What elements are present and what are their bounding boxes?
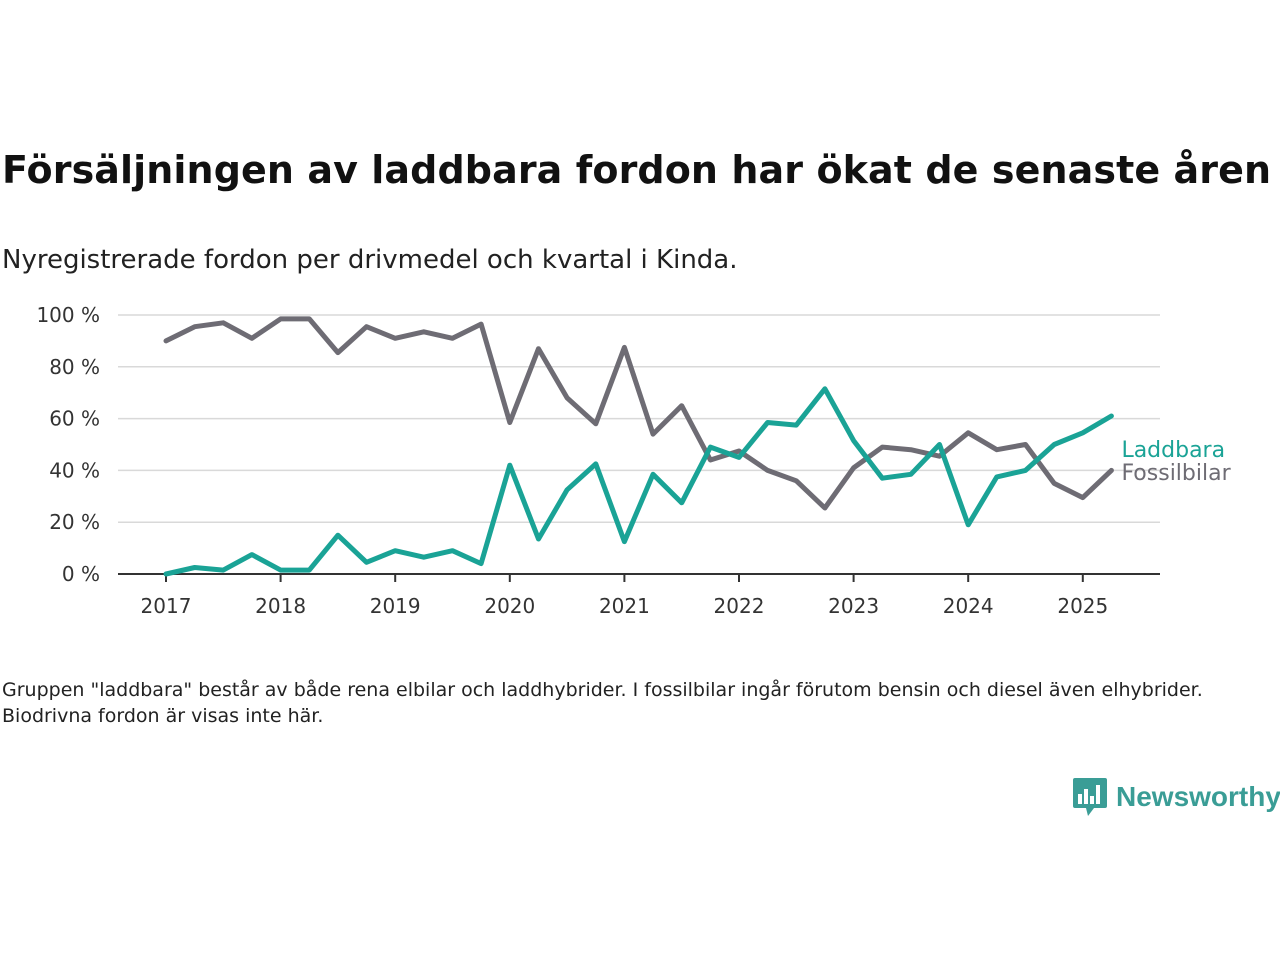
x-tick-label: 2020 [484,594,535,618]
line-chart: 0 % 20 % 40 % 60 % 80 % 100 % 2017 2018 2019 2020… [36,303,1231,618]
x-tick-label: 2024 [943,594,994,618]
y-tick-label: 60 % [49,407,100,431]
chart-subtitle: Nyregistrerade fordon per drivmedel och … [2,245,738,275]
x-tick-label: 2021 [599,594,650,618]
brand-name: Newsworthy [1116,781,1280,812]
x-tick-label: 2018 [255,594,306,618]
x-tick-label: 2022 [714,594,765,618]
x-tick-label: 2019 [370,594,421,618]
brand-logo[interactable]: Newsworthy [1072,776,1280,818]
y-tick-label: 20 % [49,510,100,534]
chart-title: Försäljningen av laddbara fordon har öka… [2,148,1272,192]
y-tick-label: 80 % [49,355,100,379]
x-tick-label: 2017 [141,594,192,618]
y-tick-label: 40 % [49,458,100,482]
y-tick-label: 100 % [36,303,100,327]
series-line-fossilbilar [163,316,1114,511]
newsworthy-logo-icon [1073,778,1107,816]
series-line-laddbara [163,386,1114,577]
legend-label-fossilbilar: Fossilbilar [1121,461,1231,486]
y-tick-label: 0 % [62,562,100,586]
footnote: Gruppen "laddbara" består av både rena e… [2,679,1203,727]
x-tick-label: 2023 [828,594,879,618]
x-tick-label: 2025 [1057,594,1108,618]
legend-label-laddbara: Laddbara [1121,438,1225,463]
